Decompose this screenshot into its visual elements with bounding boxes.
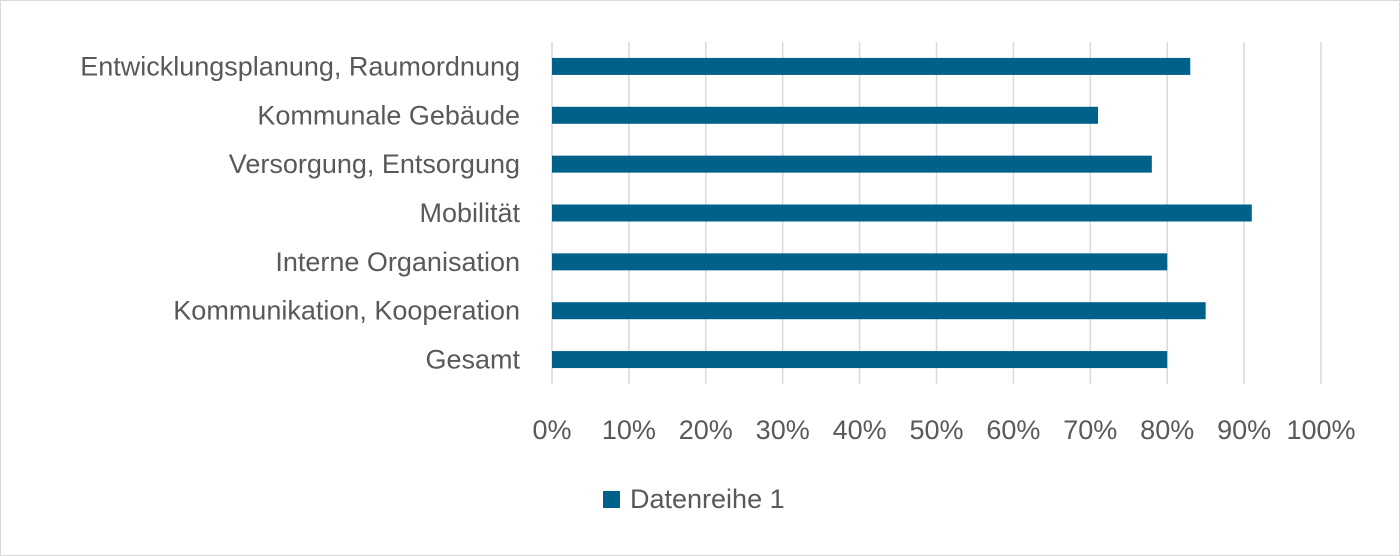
category-labels: Entwicklungsplanung, Raumordnung Kommunal… bbox=[80, 51, 520, 374]
category-label: Kommunale Gebäude bbox=[257, 100, 520, 130]
legend-swatch bbox=[603, 491, 620, 508]
category-label: Entwicklungsplanung, Raumordnung bbox=[80, 51, 520, 81]
bar bbox=[552, 351, 1168, 369]
bar bbox=[552, 253, 1168, 271]
legend: Datenreihe 1 bbox=[603, 484, 785, 514]
x-tick-label: 80% bbox=[1140, 415, 1194, 445]
x-tick-label: 20% bbox=[679, 415, 733, 445]
x-tick-label: 40% bbox=[833, 415, 887, 445]
x-tick-label: 90% bbox=[1217, 415, 1271, 445]
x-tick-label: 50% bbox=[909, 415, 963, 445]
bar bbox=[552, 204, 1252, 222]
x-tick-label: 30% bbox=[756, 415, 810, 445]
category-label: Mobilität bbox=[419, 198, 520, 228]
category-label: Interne Organisation bbox=[275, 247, 520, 277]
bars bbox=[552, 57, 1252, 369]
x-tick-label: 10% bbox=[602, 415, 656, 445]
bar bbox=[552, 155, 1152, 173]
x-tick-label: 100% bbox=[1286, 415, 1355, 445]
bar bbox=[552, 106, 1098, 124]
category-label: Kommunikation, Kooperation bbox=[173, 296, 520, 326]
bar bbox=[552, 57, 1191, 75]
legend-label: Datenreihe 1 bbox=[630, 484, 785, 514]
category-label: Versorgung, Entsorgung bbox=[229, 149, 520, 179]
x-tick-label: 70% bbox=[1063, 415, 1117, 445]
x-tick-label: 0% bbox=[532, 415, 571, 445]
bar bbox=[552, 302, 1206, 320]
category-label: Gesamt bbox=[425, 345, 520, 375]
x-tick-label: 60% bbox=[986, 415, 1040, 445]
x-tick-labels: 0% 10% 20% 30% 40% 50% 60% 70% 80% 90% 100% bbox=[532, 415, 1355, 445]
